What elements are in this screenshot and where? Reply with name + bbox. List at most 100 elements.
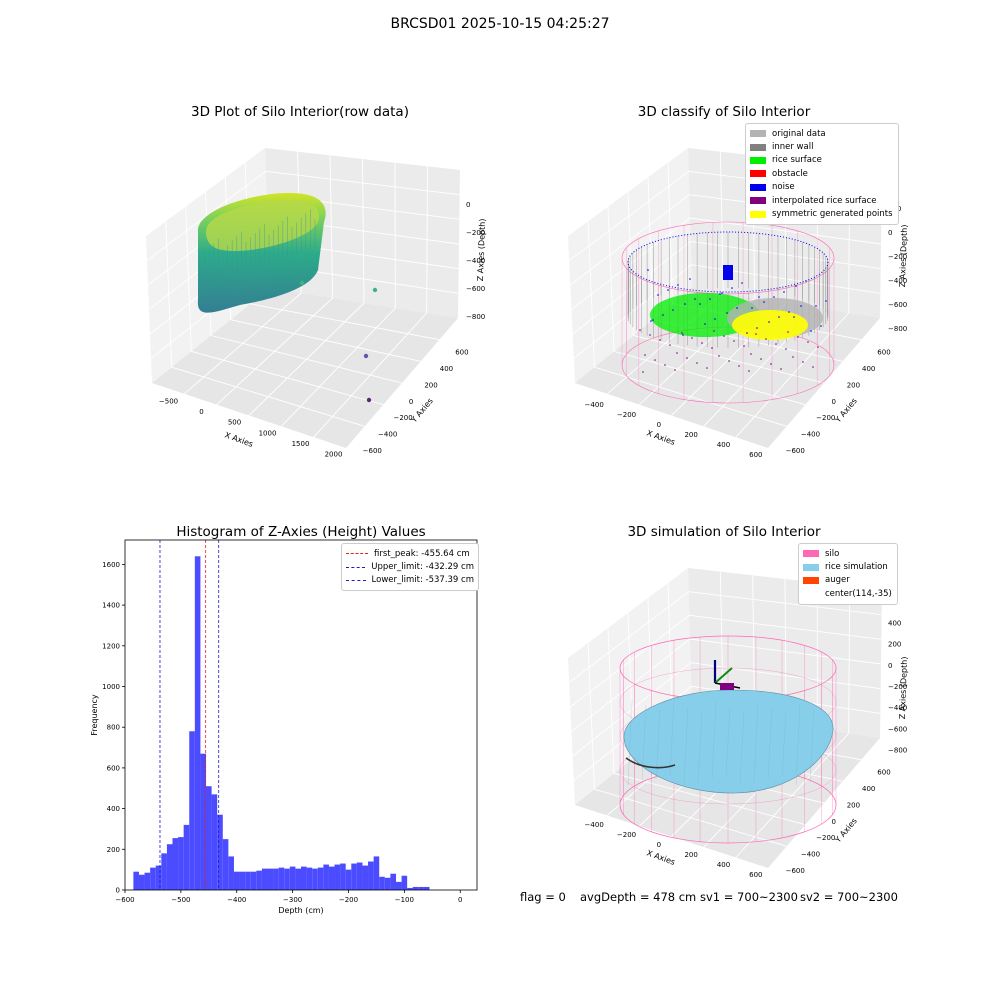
histogram-y-tick-label: 1000 (102, 683, 120, 691)
cls-noise-point (677, 284, 679, 286)
cls-interpolated-point (706, 367, 708, 369)
cls-interpolated-point (785, 348, 787, 350)
cls-interpolated-point (686, 357, 688, 359)
sim-rice-mesh (767, 707, 773, 780)
histogram-bar (178, 837, 184, 890)
cls-noise-point (746, 332, 748, 334)
sim-grid (688, 591, 882, 616)
sim-y-tick-label: −200 (816, 834, 835, 842)
cls-grid (568, 170, 689, 261)
sim-z-tick-label: 400 (888, 620, 901, 628)
cls-interpolated-point (797, 336, 799, 338)
histogram-bar (401, 875, 408, 890)
cls-interpolated-point (723, 335, 725, 337)
histogram-x-tick-label: 0 (458, 896, 462, 904)
sim-x-axis-label: X Axies (645, 848, 676, 867)
sim-x-tick-label: −200 (617, 831, 636, 839)
histogram-bar (150, 867, 156, 890)
histogram-x-tick-label: −300 (283, 896, 302, 904)
cls-noise-point (694, 298, 696, 300)
cls-x-tick-label: 200 (684, 431, 697, 439)
cls-interpolated-point (669, 344, 671, 346)
histogram-x-tick-label: −100 (395, 896, 414, 904)
cls-noise-point (657, 294, 659, 296)
sim-y-tick-label: 200 (847, 801, 860, 809)
cls-noise-point (768, 321, 770, 323)
cls-interpolated-point (817, 346, 819, 348)
cls-interpolated-point (691, 337, 693, 339)
cls-interpolated-point (743, 345, 745, 347)
sim-grid (735, 733, 849, 858)
sim-auger-y (714, 667, 733, 684)
footer-sv2: sv2 = 700~2300 (800, 890, 898, 904)
histogram-x-tick-label: −600 (115, 896, 134, 904)
sim-y-tick-label: 0 (831, 818, 835, 826)
histogram-y-tick-label: 200 (107, 846, 120, 854)
cls-noise-point (793, 316, 795, 318)
cls-x-tick-label: −400 (585, 401, 604, 409)
raw-grid (146, 170, 267, 261)
histogram-bar (155, 865, 162, 890)
cls-interpolated-point (738, 365, 740, 367)
cls-noise-ring (627, 231, 829, 293)
simulation-legend: silo rice simulation auger center(114,-3… (798, 543, 898, 605)
histogram-bar (412, 886, 419, 890)
histogram-bar (390, 873, 396, 890)
cls-noise-point (672, 309, 674, 311)
histogram-bar (194, 556, 201, 890)
cls-interpolated-point (792, 356, 794, 358)
cls-noise-point (805, 280, 807, 282)
legend-rice-simulation: rice simulation (803, 560, 893, 573)
histogram-bar (206, 786, 212, 890)
histogram-bar (166, 844, 173, 890)
cls-y-tick-label: 0 (831, 398, 835, 406)
histogram-bar (301, 866, 307, 890)
cls-interpolated-point (728, 360, 730, 362)
cls-noise-point (783, 291, 785, 293)
cls-z-tick-label: −200 (888, 253, 907, 261)
sim-rice-mesh (739, 711, 745, 786)
raw-plot-title: 3D Plot of Silo Interior(row data) (191, 104, 409, 120)
histogram-bar (418, 886, 424, 890)
histogram-bar (138, 874, 145, 890)
sim-rice-mesh (697, 710, 703, 783)
histogram-bar (306, 867, 313, 890)
sim-rice-mesh (725, 706, 731, 777)
histogram-bar (295, 868, 301, 890)
histogram-bar (373, 856, 380, 890)
cls-noise-point (714, 318, 716, 320)
legend-inner-wall: inner wall (750, 140, 894, 153)
raw-outlier-point (363, 353, 369, 359)
sim-y-tick-label: −600 (786, 867, 805, 875)
cls-y-tick-label: 400 (862, 365, 875, 373)
cls-noise-point (756, 327, 758, 329)
raw-z-tick-label: −400 (466, 257, 485, 265)
cls-y-tick-label: 600 (877, 349, 890, 357)
cls-interpolated-point (775, 343, 777, 345)
cls-interpolated-point (750, 353, 752, 355)
footer-flag: flag = 0 (520, 890, 566, 904)
cls-noise-point (719, 293, 721, 295)
cls-noise-point (763, 301, 765, 303)
sim-x-tick-label: 400 (717, 861, 730, 869)
sim-z-tick-label: −200 (888, 683, 907, 691)
raw-x-tick-label: 1500 (292, 440, 310, 448)
cls-noise-point (699, 303, 701, 305)
histogram-bar (395, 881, 402, 890)
sim-rice-mesh (641, 704, 647, 783)
histogram-x-tick-label: −400 (227, 896, 246, 904)
cls-noise-point (647, 269, 649, 271)
sim-x-tick-label: 0 (657, 841, 661, 849)
cls-interpolated-point (701, 342, 703, 344)
cls-interpolated-point (674, 369, 676, 371)
histogram-x-tick-label: −200 (339, 896, 358, 904)
histogram-y-tick-label: 600 (107, 764, 120, 772)
histogram-bar (379, 876, 385, 890)
histogram-bar (368, 861, 374, 890)
histogram-bar (200, 753, 207, 890)
cls-interpolated-point (780, 368, 782, 370)
cls-noise-point (778, 316, 780, 318)
legend-rice-surface: rice surface (750, 154, 894, 167)
